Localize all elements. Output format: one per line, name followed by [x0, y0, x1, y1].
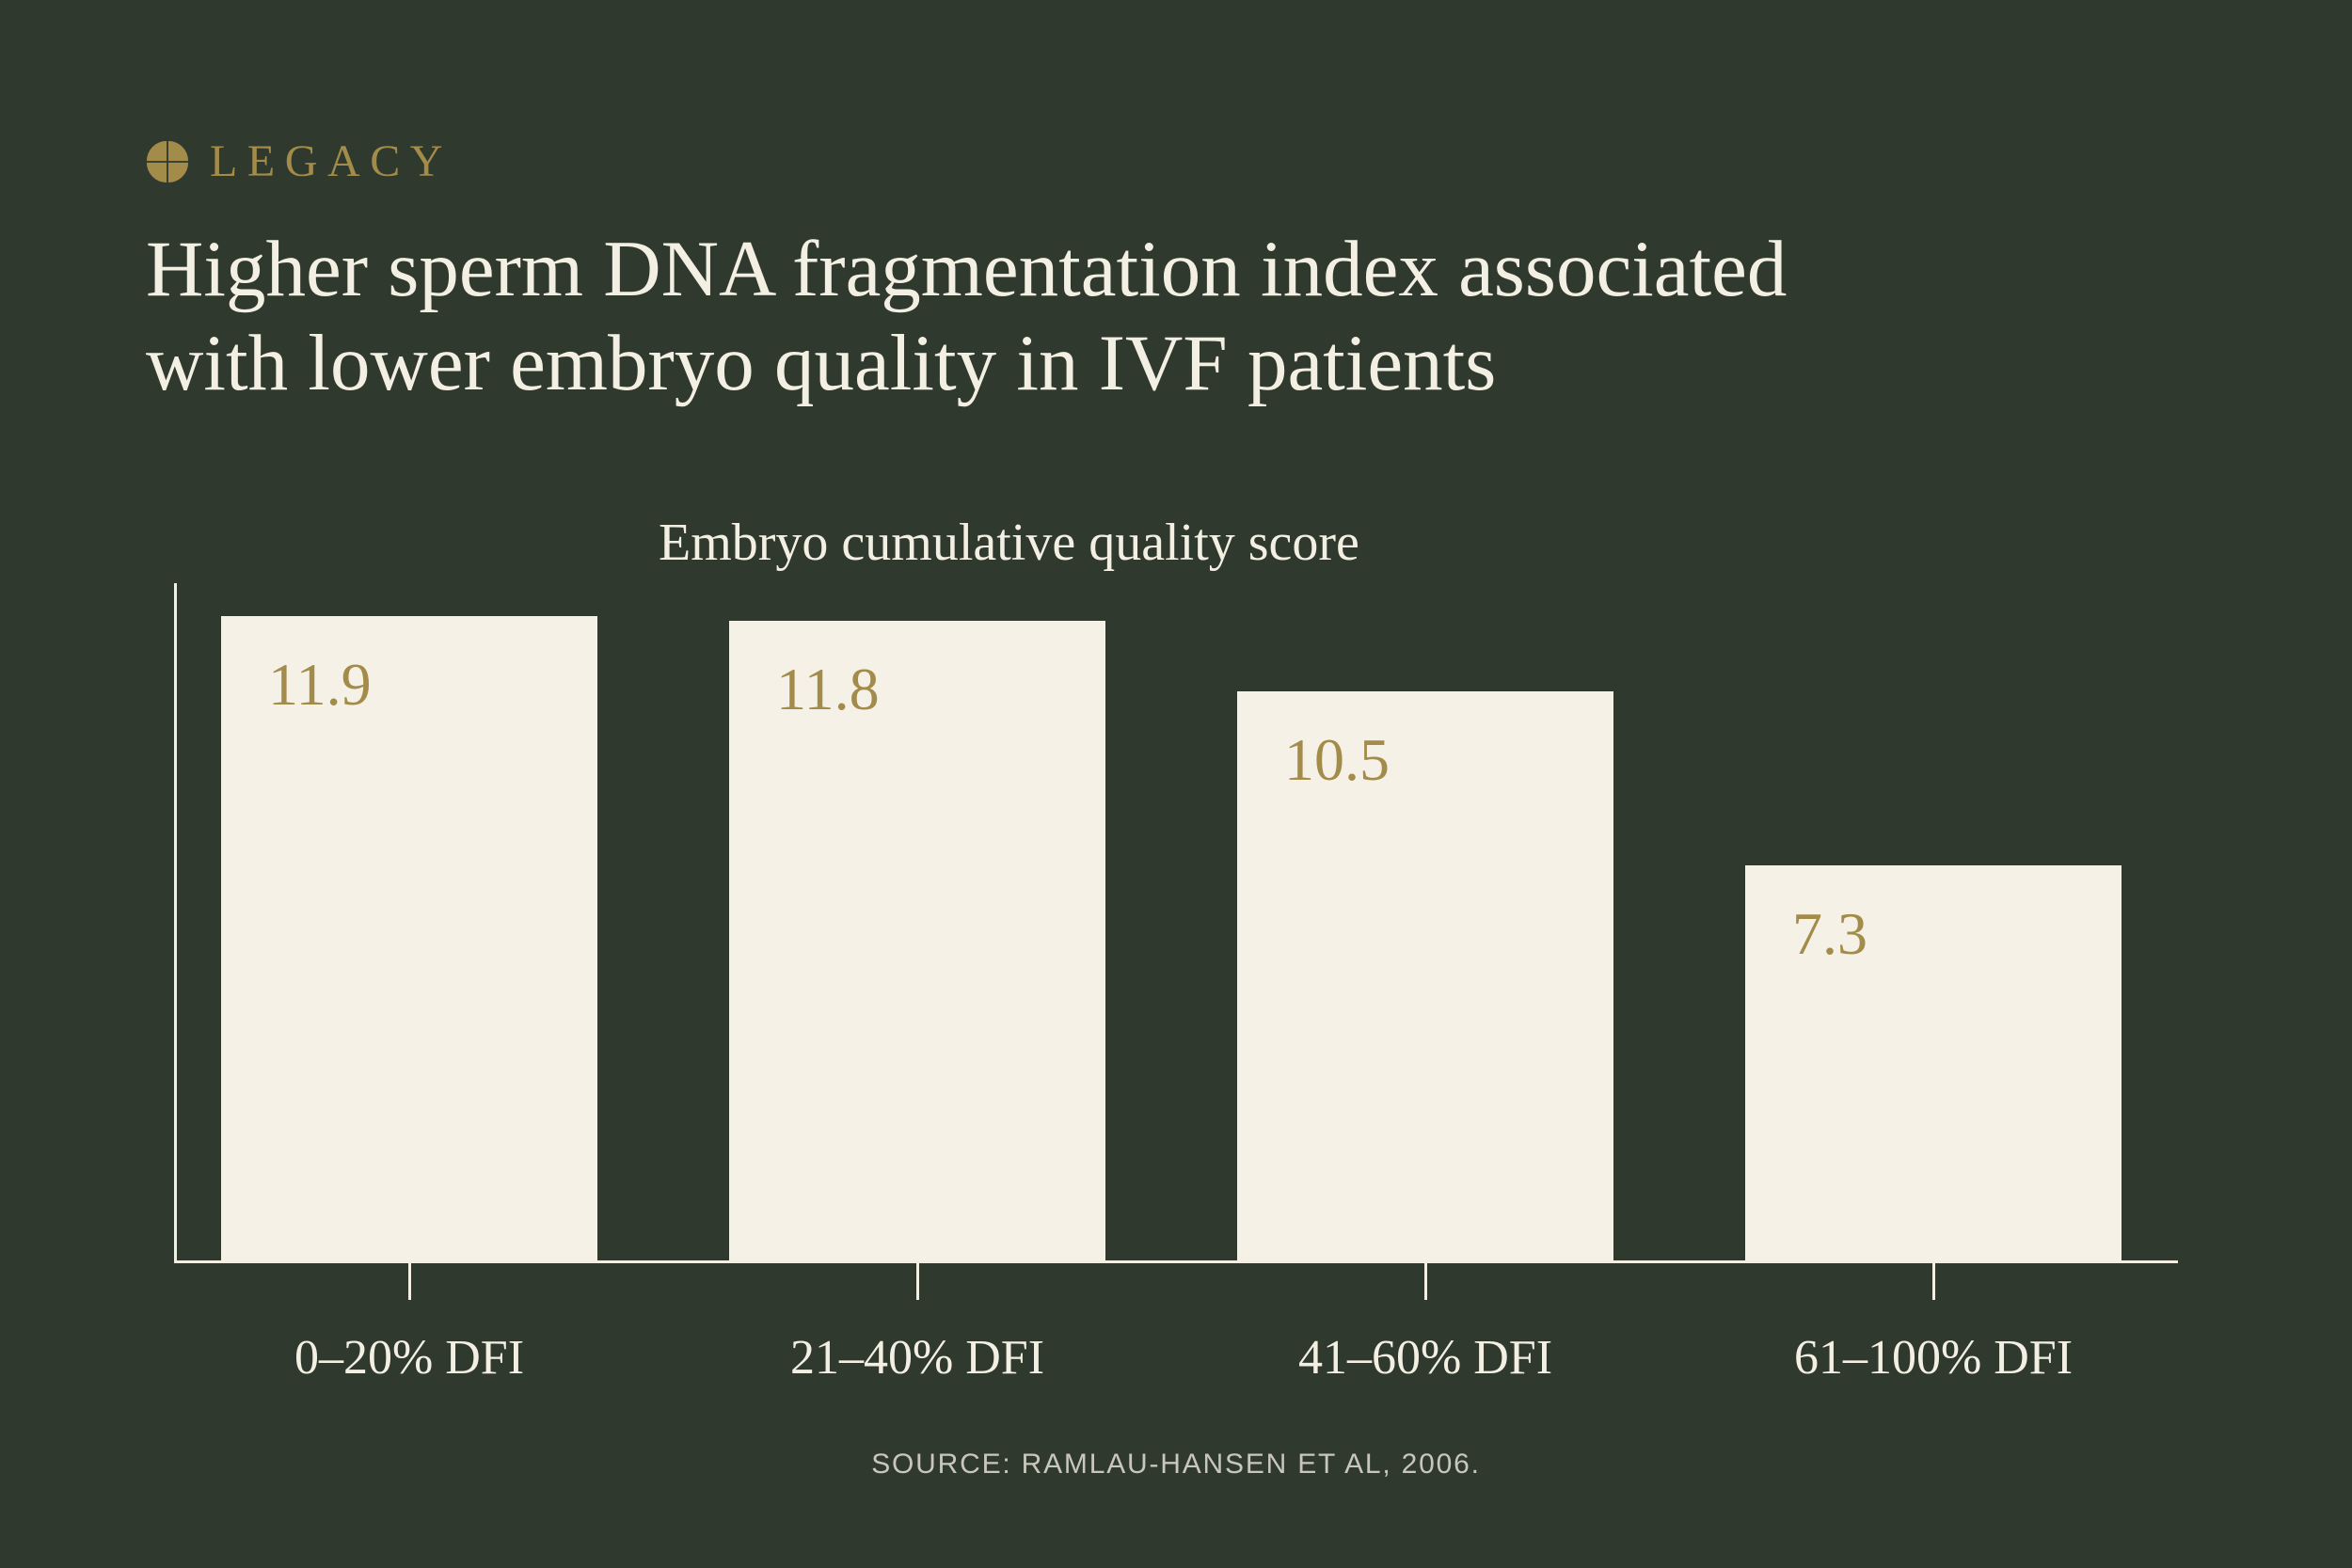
- category-label: 41–60% DFI: [1143, 1330, 1708, 1386]
- category-label: 61–100% DFI: [1651, 1330, 2216, 1386]
- x-tick: [1932, 1260, 1935, 1300]
- x-tick: [1424, 1260, 1427, 1300]
- bar-chart: Embryo cumulative quality score 11.9 11.8…: [0, 0, 2352, 1568]
- chart-subtitle: Embryo cumulative quality score: [659, 513, 1359, 573]
- y-axis: [174, 583, 177, 1260]
- category-label: 0–20% DFI: [127, 1330, 691, 1386]
- bar-value-label: 7.3: [1792, 899, 1867, 969]
- bar-value-label: 10.5: [1284, 725, 1390, 795]
- bar-value-label: 11.8: [776, 655, 880, 724]
- x-tick: [408, 1260, 411, 1300]
- source-citation: SOURCE: RAMLAU-HANSEN ET AL, 2006.: [0, 1449, 2352, 1481]
- x-tick: [916, 1260, 919, 1300]
- x-axis: [174, 1260, 2178, 1263]
- bar-value-label: 11.9: [268, 650, 372, 720]
- category-label: 21–40% DFI: [635, 1330, 1200, 1386]
- infographic-canvas: LEGACY Higher sperm DNA fragmentation in…: [0, 0, 2352, 1568]
